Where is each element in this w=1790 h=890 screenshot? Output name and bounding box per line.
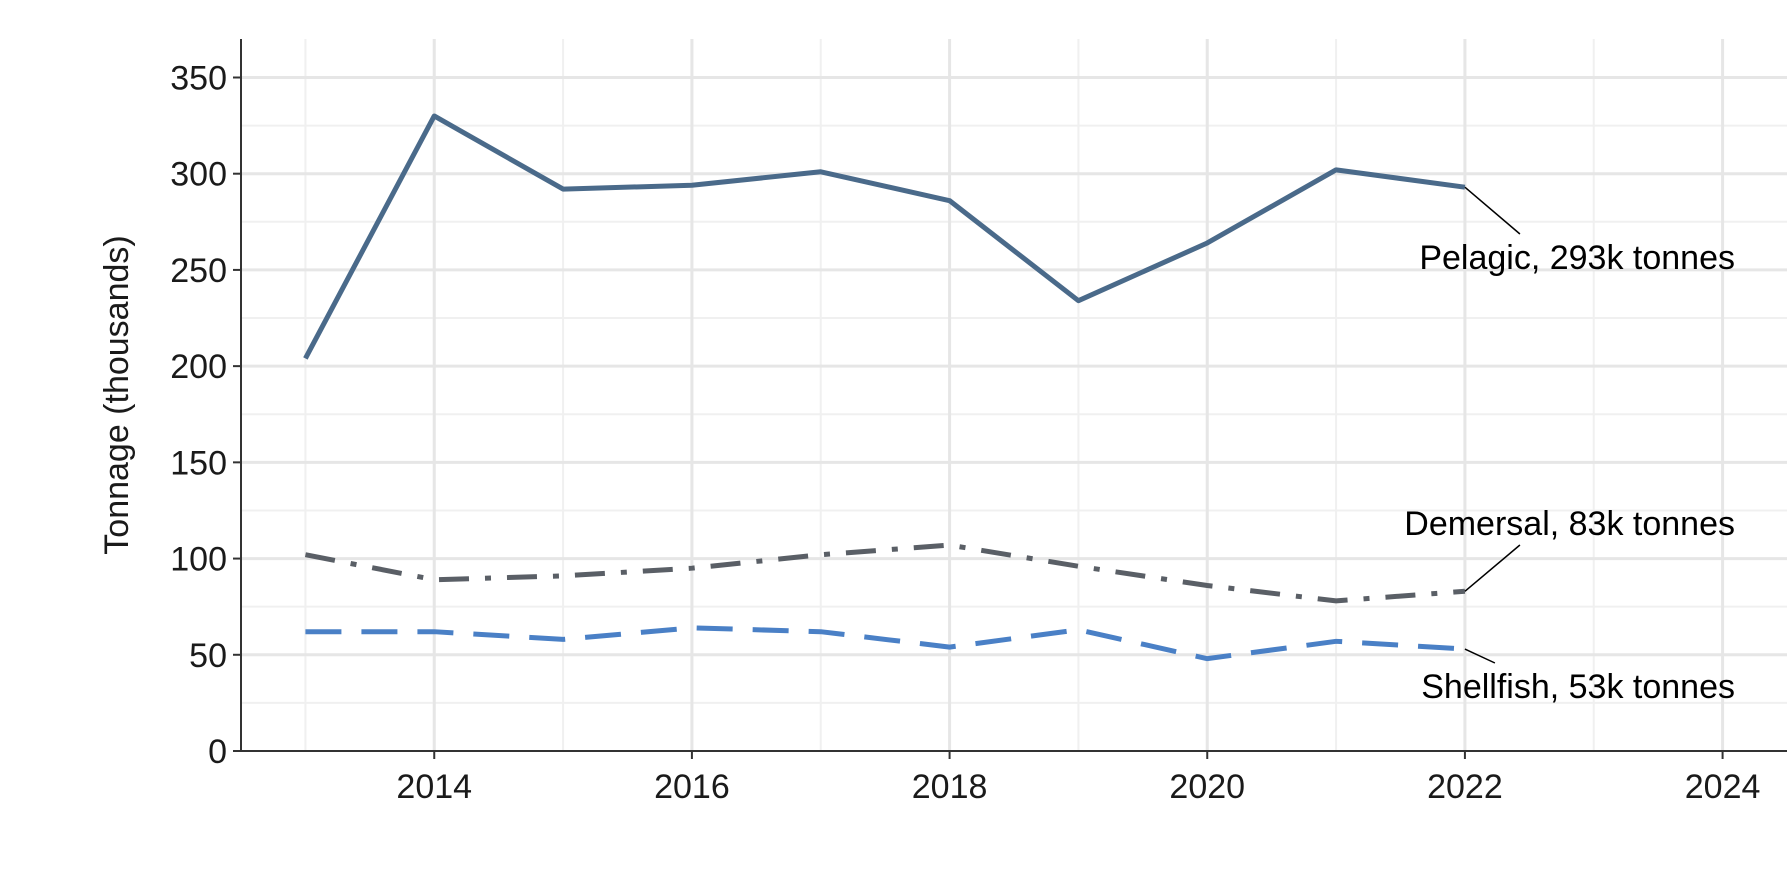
series-line-pelagic (303, 113, 1466, 360)
series-lines (303, 113, 1466, 662)
y-tick-label: 150 (170, 444, 227, 482)
series-labels: Pelagic, 293k tonnes Demersal, 83k tonnes… (1404, 186, 1735, 706)
x-tick-label: 2014 (396, 768, 472, 806)
y-axis-ticks: 0 50 100 150 200 250 300 350 (170, 59, 241, 771)
major-gridlines (241, 39, 1787, 751)
x-tick-label: 2018 (912, 768, 988, 806)
minor-gridlines (241, 39, 1787, 751)
series-line-shellfish (305, 625, 1466, 662)
series-line-demersal (304, 542, 1466, 604)
x-tick-label: 2022 (1427, 768, 1503, 806)
label-leader-pelagic (1464, 186, 1521, 235)
series-label-pelagic: Pelagic, 293k tonnes (1419, 239, 1735, 277)
y-tick-label: 50 (189, 637, 227, 675)
x-tick-label: 2024 (1685, 768, 1761, 806)
y-tick-label: 350 (170, 59, 227, 97)
axes (240, 39, 1787, 752)
y-axis-title: Tonnage (thousands) (98, 235, 136, 554)
x-tick-label: 2016 (654, 768, 730, 806)
y-tick-label: 250 (170, 252, 227, 290)
y-tick-label: 200 (170, 348, 227, 386)
x-axis-ticks: 2014 2016 2018 2020 2022 2024 (396, 751, 1760, 806)
series-label-demersal: Demersal, 83k tonnes (1404, 505, 1735, 543)
y-tick-label: 100 (170, 541, 227, 579)
series-label-shellfish: Shellfish, 53k tonnes (1421, 668, 1735, 706)
label-leader-shellfish (1464, 648, 1496, 664)
y-tick-label: 0 (208, 733, 227, 771)
y-tick-label: 300 (170, 156, 227, 194)
label-leader-demersal (1464, 544, 1521, 592)
x-tick-label: 2020 (1169, 768, 1245, 806)
